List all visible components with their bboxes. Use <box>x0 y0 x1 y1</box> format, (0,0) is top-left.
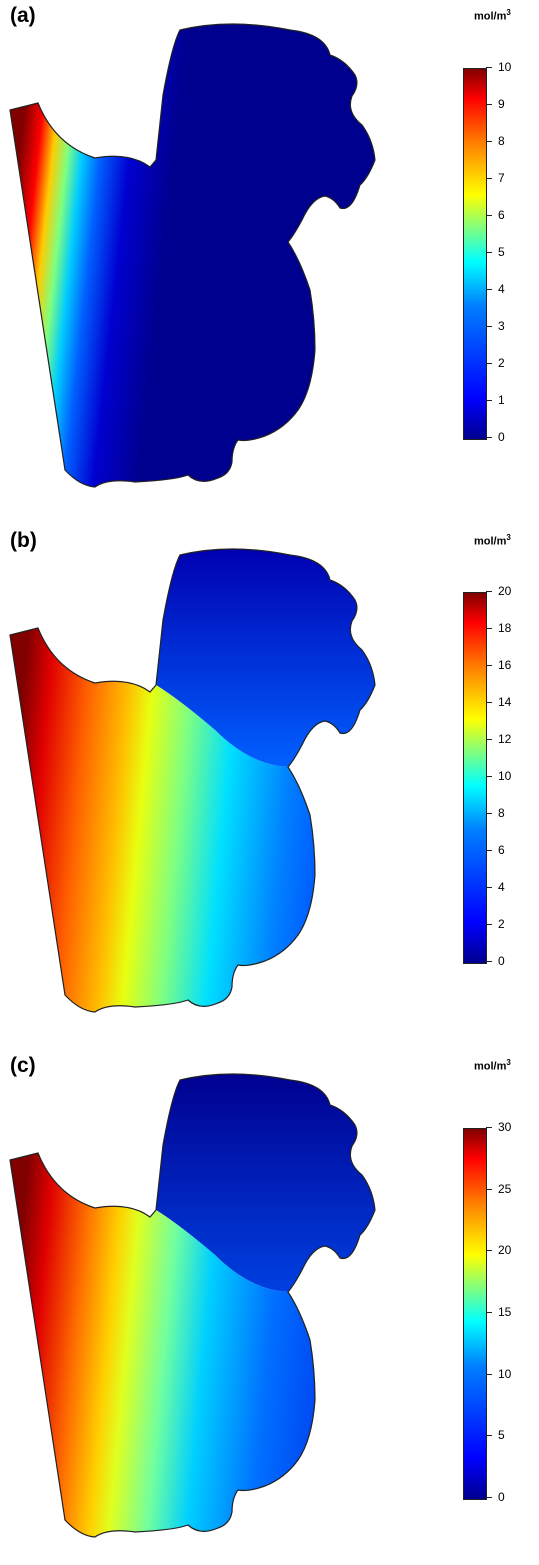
colorbar-tick-label: 8 <box>486 806 505 820</box>
colorbar-tick-label: 16 <box>485 658 512 672</box>
colorbar-tick-label: 7 <box>486 171 505 185</box>
colorbar-a <box>463 68 487 440</box>
colorbar-tick-label: 20 <box>485 1243 512 1258</box>
colorbar-tick-label: 4 <box>486 880 505 894</box>
panel-label: (a) <box>10 4 36 27</box>
colorbar-tick-label: 10 <box>485 769 512 783</box>
colorbar-c <box>463 1128 487 1500</box>
colorbar-tick-label: 8 <box>486 134 505 148</box>
panel-a: (a) mol/m3 10 9 8 7 6 5 4 3 2 1 0 <box>0 0 539 515</box>
colorbar-tick-label: 3 <box>486 319 505 333</box>
colorbar-tick-label: 4 <box>486 282 505 296</box>
concentration-map-c <box>9 1073 376 1538</box>
panel-label: (b) <box>10 529 37 552</box>
colorbar-tick-label: 0 <box>486 954 505 968</box>
concentration-map-a <box>9 23 376 488</box>
colorbar-tick-label: 0 <box>486 1490 505 1504</box>
colorbar-tick-label: 0 <box>486 430 505 444</box>
region-shape-a <box>9 23 376 488</box>
colorbar-tick-label: 12 <box>485 732 512 746</box>
colorbar-b <box>463 592 487 964</box>
colorbar-tick-label: 6 <box>486 208 505 222</box>
colorbar-tick-label: 9 <box>486 97 505 111</box>
region-shape-c-top <box>156 1074 375 1292</box>
region-shape-b-top <box>156 549 375 767</box>
region-shape-b <box>10 628 315 1012</box>
colorbar-unit: mol/m3 <box>474 533 511 548</box>
colorbar-tick-label: 30 <box>485 1120 512 1134</box>
colorbar-tick-label: 20 <box>485 584 512 598</box>
colorbar-tick-label: 5 <box>486 1428 505 1443</box>
colorbar-tick-label: 14 <box>485 695 512 709</box>
colorbar-unit: mol/m3 <box>474 1058 511 1073</box>
colorbar-tick-label: 2 <box>486 356 505 370</box>
colorbar-tick-label: 15 <box>485 1305 512 1319</box>
colorbar-tick-label: 6 <box>486 843 505 857</box>
panel-label: (c) <box>10 1054 36 1077</box>
colorbar-unit: mol/m3 <box>474 8 511 23</box>
panel-c: (c) mol/m3 30 25 20 15 10 5 0 <box>0 1050 539 1565</box>
colorbar-tick-label: 2 <box>486 917 505 931</box>
colorbar-tick-label: 25 <box>485 1181 512 1196</box>
concentration-map-b <box>9 548 376 1013</box>
region-shape-c <box>10 1153 315 1537</box>
colorbar-tick-label: 1 <box>486 393 505 407</box>
colorbar-tick-label: 5 <box>486 245 505 259</box>
colorbar-tick-label: 18 <box>485 621 512 635</box>
panel-b: (b) mol/m3 20 18 16 14 12 10 8 6 4 2 0 <box>0 525 539 1040</box>
colorbar-tick-label: 10 <box>485 60 512 74</box>
colorbar-tick-label: 10 <box>485 1366 512 1381</box>
